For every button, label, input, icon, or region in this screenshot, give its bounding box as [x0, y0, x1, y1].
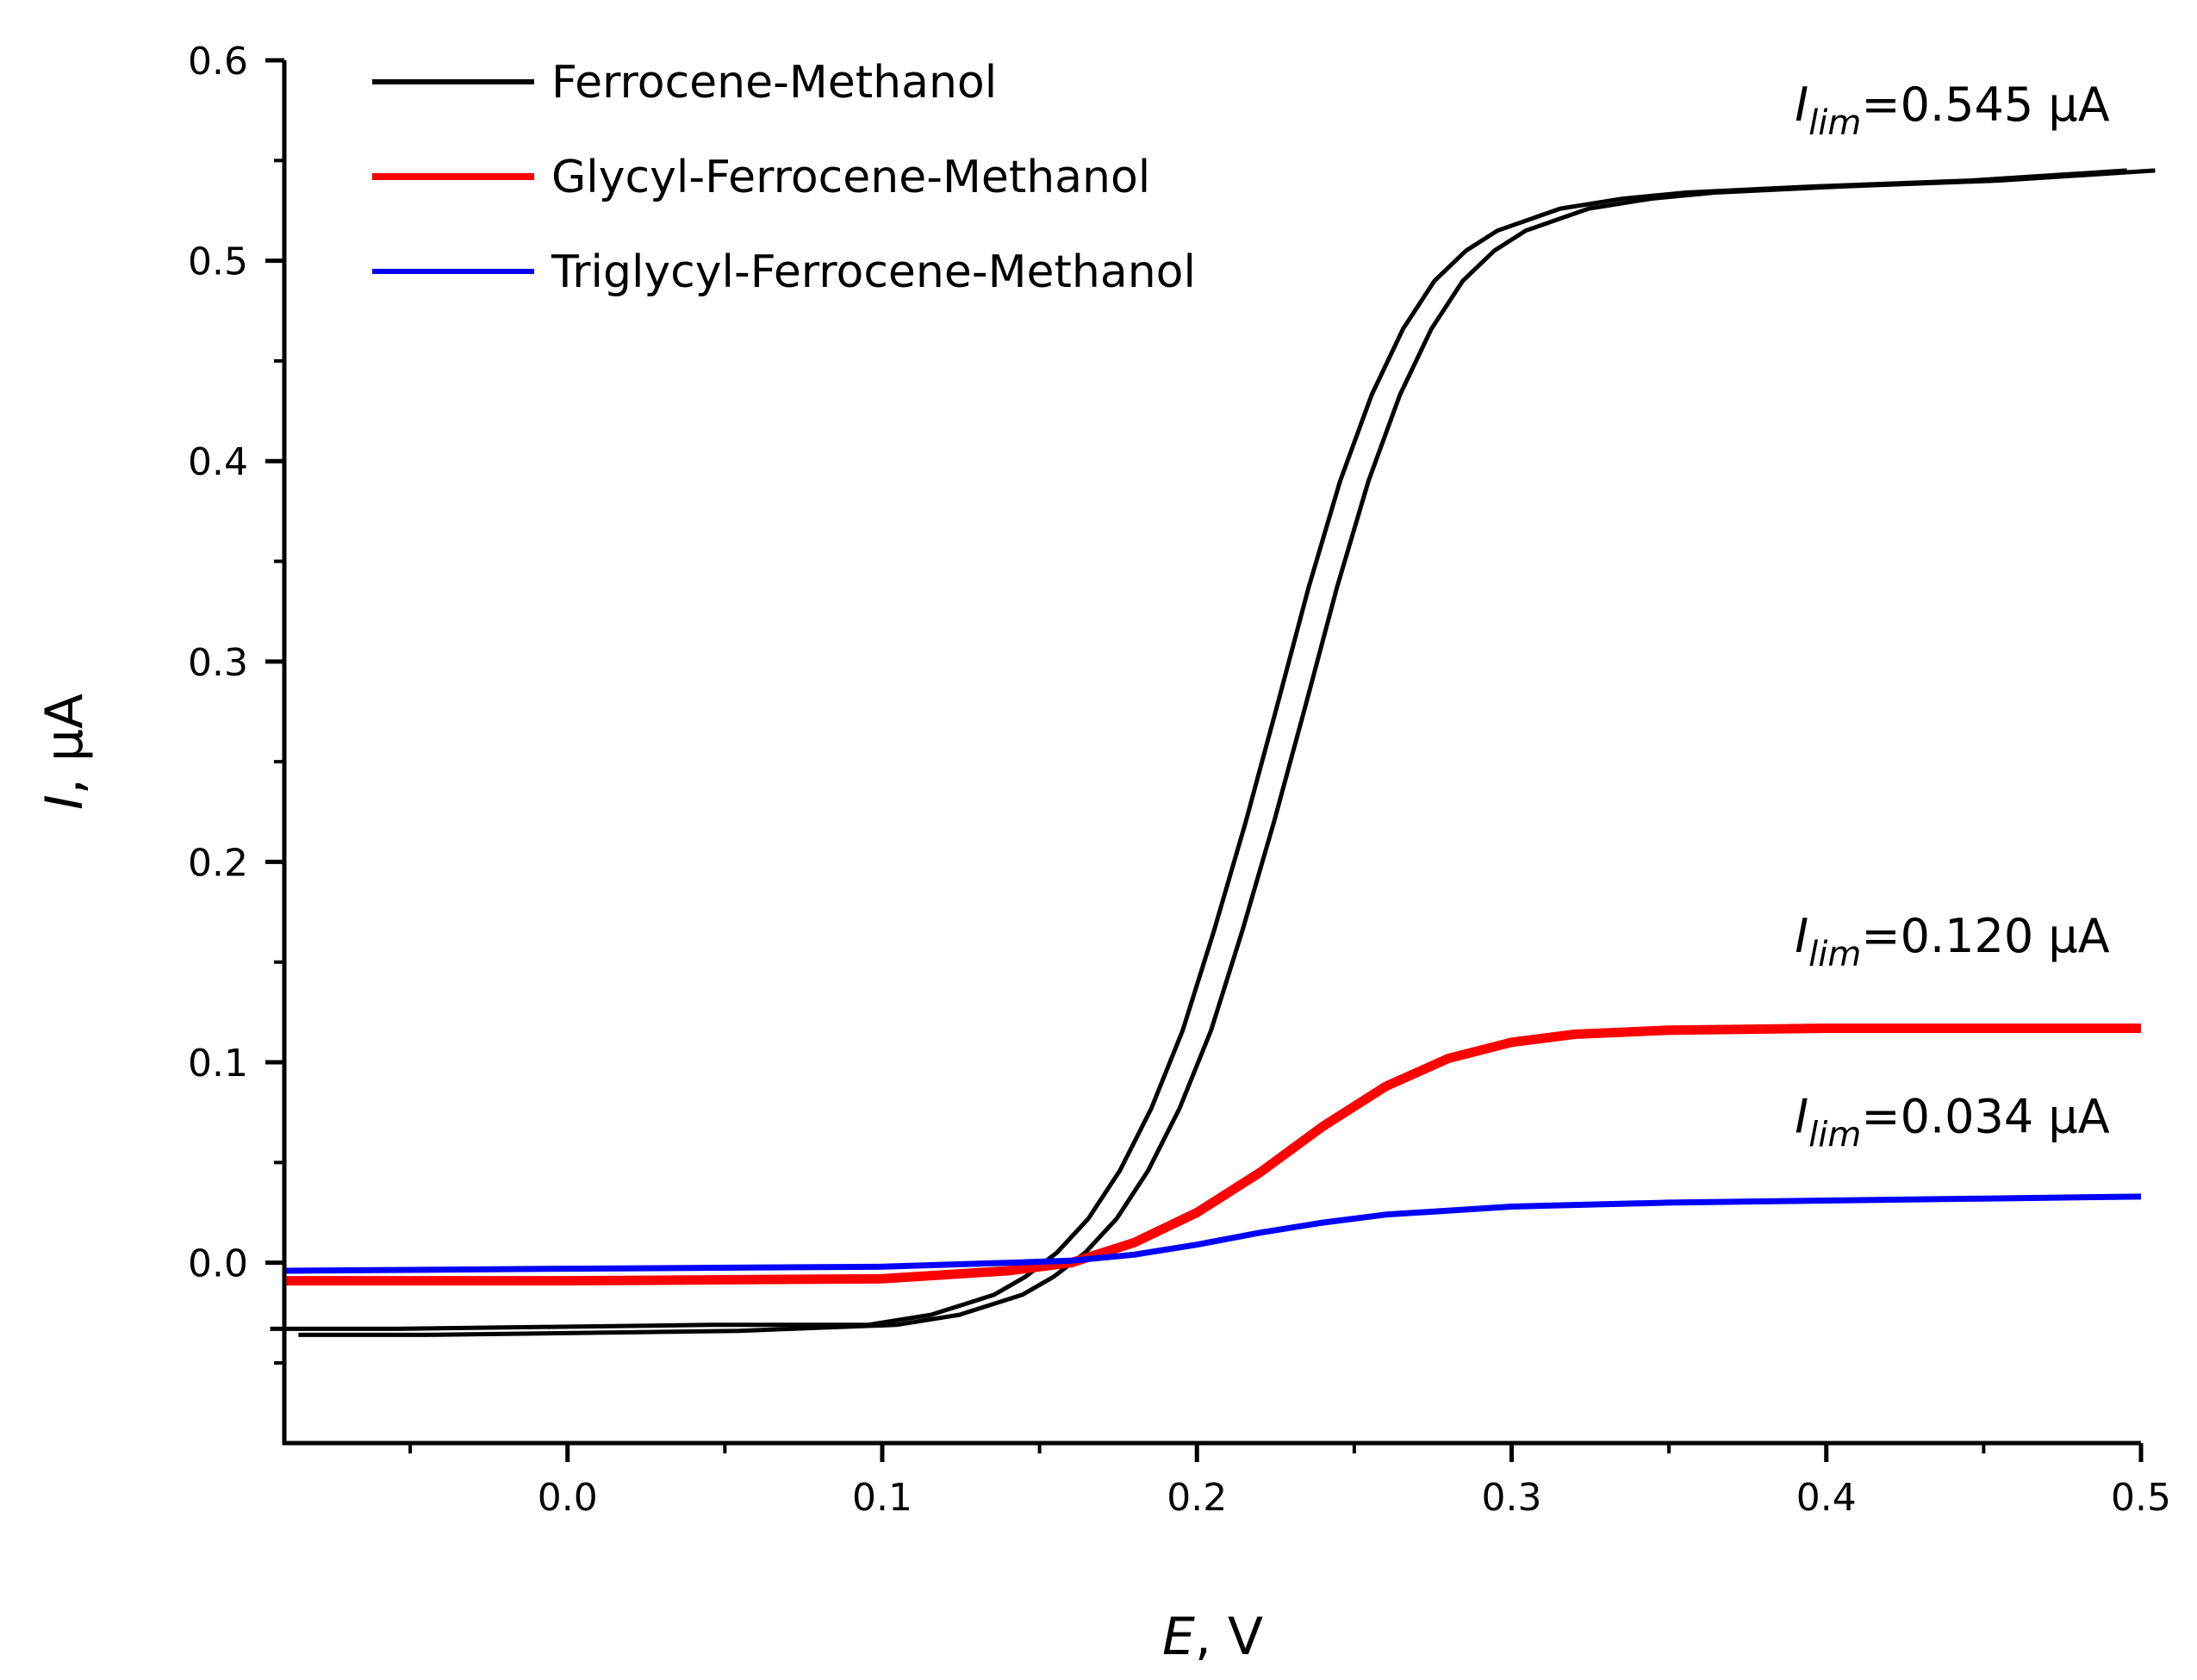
x-axis-title: E, V	[1162, 1607, 1263, 1667]
y-tick-label: 0.5	[188, 240, 248, 284]
series-line-ferrocene-methanol-forward	[270, 168, 2127, 1331]
x-tick-label: 0.2	[1167, 1476, 1227, 1520]
legend-label: Ferrocene-Methanol	[551, 57, 997, 109]
y-tick-label: 0.0	[188, 1242, 248, 1286]
y-tick-label: 0.1	[188, 1042, 248, 1086]
legend: Ferrocene-Methanol Glycyl-Ferrocene-Metha…	[372, 57, 1196, 298]
x-tick-label: 0.0	[538, 1476, 598, 1520]
y-tick-label: 0.6	[188, 40, 248, 84]
legend-label: Glycyl-Ferrocene-Methanol	[551, 152, 1150, 203]
series-line-glycyl-ferrocene-methanol	[284, 1024, 2141, 1286]
y-tick-label: 0.3	[188, 641, 248, 685]
x-tick-label: 0.5	[2111, 1476, 2171, 1520]
x-tick-label: 0.3	[1481, 1476, 1541, 1520]
x-tick-label: 0.1	[852, 1476, 912, 1520]
series-line-ferrocene-methanol-reverse	[298, 168, 2156, 1337]
annotations: Ilim=0.545 µA Ilim=0.120 µA Ilim=0.034 µA	[1795, 78, 2109, 1155]
y-tick-label: 0.4	[188, 440, 248, 484]
legend-label: Triglycyl-Ferrocene-Methanol	[551, 246, 1196, 298]
annotation-ilim: Ilim=0.545 µA	[1795, 78, 2109, 143]
annotation-ilim: Ilim=0.120 µA	[1795, 909, 2109, 974]
y-axis-title: I, µA	[34, 694, 95, 810]
x-tick-label: 0.4	[1796, 1476, 1857, 1520]
series-line-triglycyl-ferrocene-methanol	[283, 1193, 2142, 1274]
y-tick-label: 0.2	[188, 841, 248, 885]
annotation-ilim: Ilim=0.034 µA	[1795, 1089, 2109, 1154]
series-layer	[270, 168, 2156, 1337]
axes: 0.0 0.1 0.2 0.3 0.4 0.5 0.6 0.0 0.1 0.2 0.3 0.4 0.5 E…	[34, 40, 2171, 1667]
